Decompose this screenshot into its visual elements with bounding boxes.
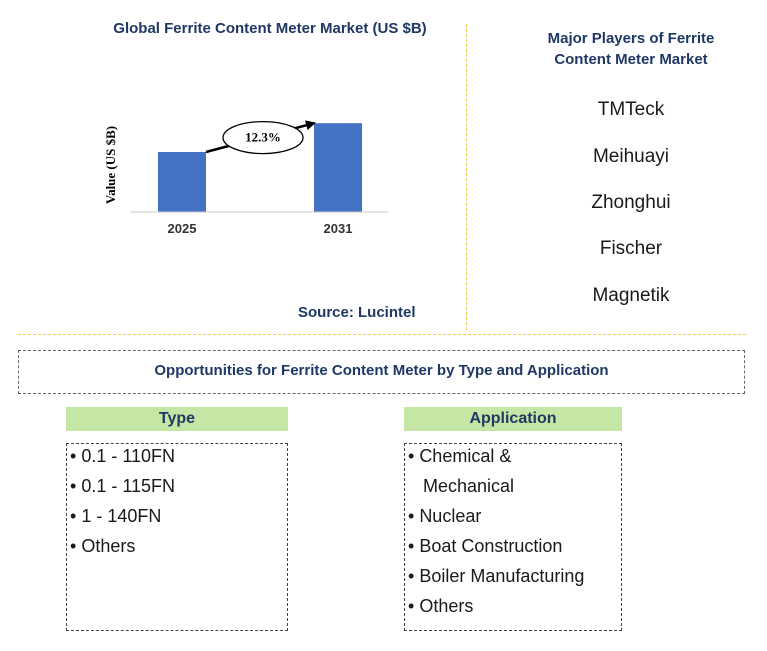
- list-item: • Boiler Manufacturing: [408, 566, 585, 586]
- type-header: Type: [66, 407, 288, 431]
- list-item: • 1 - 140FN: [70, 506, 162, 526]
- x-tick-label: 2025: [168, 221, 197, 236]
- player-item: TMTeck: [597, 99, 665, 120]
- chart-title: Global Ferrite Content Meter Market (US …: [113, 20, 427, 37]
- player-item: Magnetik: [592, 285, 670, 306]
- bar-2031: [314, 123, 362, 212]
- application-header: Application: [404, 407, 622, 431]
- opportunities-title: Opportunities for Ferrite Content Meter …: [154, 362, 609, 379]
- cagr-bubble: [222, 120, 304, 155]
- list-item: • 0.1 - 115FN: [70, 476, 176, 496]
- list-item-continuation: Mechanical: [423, 476, 515, 496]
- list-item: • Nuclear: [408, 506, 482, 526]
- x-tick-label: 2031: [324, 221, 353, 236]
- horizontal-divider: [18, 334, 746, 335]
- bar-2025: [158, 152, 206, 212]
- list-item: • Boat Construction: [408, 536, 563, 556]
- source-text: Source: Lucintel: [298, 304, 416, 321]
- player-item: Zhonghui: [591, 192, 671, 213]
- list-item: • 0.1 - 110FN: [70, 446, 176, 466]
- cagr-label: 12.3%: [245, 130, 281, 145]
- application-list: [404, 443, 622, 631]
- player-item: Meihuayi: [592, 146, 670, 167]
- bar-chart: Value (US $B) 2025 2031 12.3%: [103, 120, 388, 236]
- player-item: Fischer: [599, 238, 663, 259]
- vertical-divider: [466, 24, 467, 330]
- type-list: [66, 443, 288, 631]
- list-item: • Others: [408, 596, 474, 616]
- list-item: • Chemical &: [408, 446, 512, 466]
- opportunities-box: [18, 350, 745, 394]
- list-item: • Others: [70, 536, 136, 556]
- players-title: Major Players of Ferrite Content Meter M…: [547, 30, 715, 68]
- y-axis-label: Value (US $B): [103, 126, 118, 204]
